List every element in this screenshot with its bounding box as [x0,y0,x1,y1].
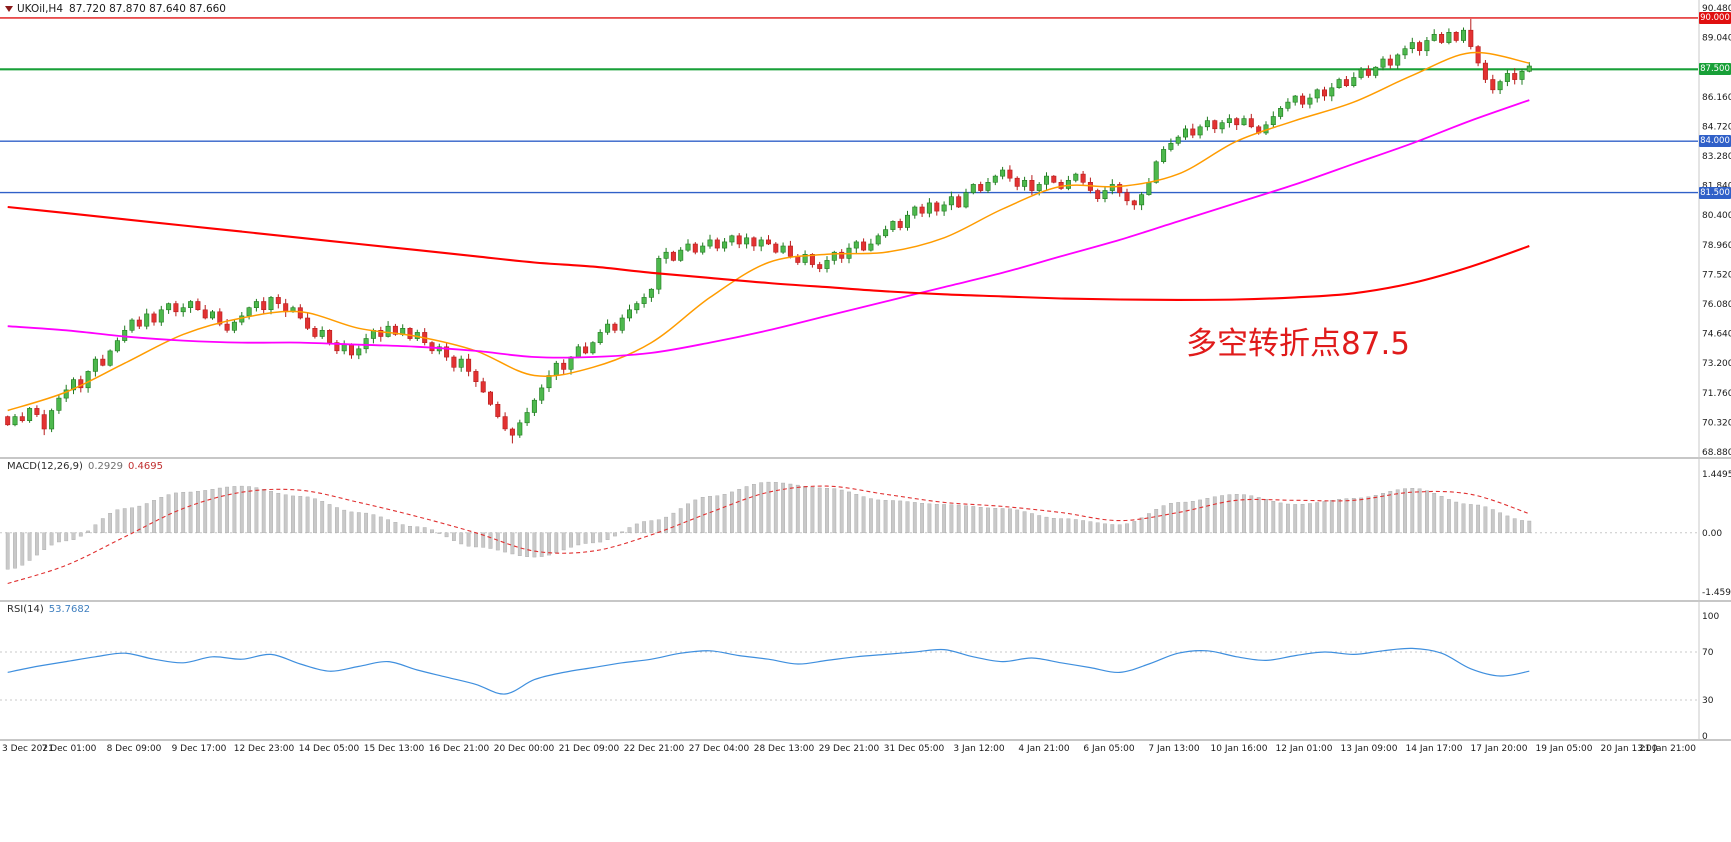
time-tick-label: 22 Dec 21:00 [624,744,685,754]
time-tick-label: 8 Dec 09:00 [107,744,162,754]
time-tick-label: 19 Jan 05:00 [1536,744,1593,754]
macd-indicator-label: MACD(12,26,9) 0.2929 0.4695 [7,461,163,472]
time-axis[interactable] [0,740,1731,758]
price-tick-label: 80.400 [1702,211,1731,221]
ma-medium-line[interactable] [7,99,1530,359]
macd-tick-label: -1.4594 [1702,588,1731,598]
macd-signal-line [7,485,1530,585]
price-line-badge: 87.500 [1699,63,1731,75]
legend-symbol: UKOil,H4 [17,3,64,15]
price-tick-label: 73.200 [1702,359,1731,369]
rsi-tick-label: 0 [1702,732,1708,742]
time-tick-label: 14 Dec 05:00 [299,744,360,754]
ma-slow-line[interactable] [7,205,1530,301]
price-tick-label: 70.320 [1702,418,1731,428]
rsi-tick-label: 100 [1702,612,1719,622]
time-tick-label: 28 Dec 13:00 [754,744,815,754]
price-tick-label: 78.960 [1702,241,1731,251]
price-line-badge: 81.500 [1699,187,1731,199]
time-tick-label: 3 Dec 2021 [2,744,54,754]
time-tick-label: 4 Jan 21:00 [1018,744,1070,754]
time-tick-label: 3 Jan 12:00 [953,744,1005,754]
time-tick-label: 13 Jan 09:00 [1341,744,1398,754]
time-tick-label: 27 Dec 04:00 [689,744,750,754]
macd-label: MACD(12,26,9) [7,461,83,472]
time-tick-label: 16 Dec 21:00 [429,744,490,754]
time-tick-label: 20 Dec 00:00 [494,744,555,754]
price-tick-label: 89.040 [1702,34,1731,44]
symbol-marker-icon [5,6,13,12]
rsi-label: RSI(14) [7,604,44,615]
price-tick-label: 76.080 [1702,300,1731,310]
price-tick-label: 71.760 [1702,389,1731,399]
time-tick-label: 14 Jan 17:00 [1406,744,1463,754]
time-tick-label: 7 Jan 13:00 [1148,744,1200,754]
price-tick-label: 81.840 [1702,182,1731,192]
horizontal-level-lines[interactable] [0,17,1698,194]
price-tick-label: 77.520 [1702,270,1731,280]
time-tick-label: 9 Dec 17:00 [172,744,227,754]
macd-tick-label: 1.4495 [1702,470,1731,480]
rsi-tick-label: 30 [1702,696,1714,706]
price-line-badge: 90.000 [1699,12,1731,24]
time-tick-label: 17 Jan 20:00 [1471,744,1528,754]
price-tick-label: 84.720 [1702,122,1731,132]
macd-value-main: 0.2929 [87,461,123,472]
macd-histogram [5,481,1532,570]
price-tick-label: 83.280 [1702,152,1731,162]
price-tick-label: 86.160 [1702,93,1731,103]
time-tick-label: 12 Jan 01:00 [1276,744,1333,754]
ma-fast-line[interactable] [7,51,1530,412]
time-tick-label: 21 Dec 09:00 [559,744,620,754]
time-tick-label: 12 Dec 23:00 [234,744,295,754]
candlesticks [5,18,1532,444]
price-tick-label: 68.880 [1702,448,1731,458]
price-tick-label: 74.640 [1702,330,1731,340]
legend-ohlc: 87.720 87.870 87.640 87.660 [69,3,226,15]
time-tick-label: 10 Jan 16:00 [1211,744,1268,754]
annotation-text: 多空转折点87.5 [1186,326,1411,362]
time-tick-label: 31 Dec 05:00 [884,744,945,754]
price-tick-label: 90.480 [1702,4,1731,14]
chart-legend: UKOil,H4 87.720 87.870 87.640 87.660 [5,3,226,15]
time-tick-label: 15 Dec 13:00 [364,744,425,754]
price-line-badge: 84.000 [1699,135,1731,147]
rsi-value: 53.7682 [48,604,91,615]
macd-value-signal: 0.4695 [127,461,163,472]
time-tick-label: 7 Dec 01:00 [42,744,97,754]
macd-tick-label: 0.00 [1702,529,1722,539]
time-tick-label: 20 Jan 13:00 [1601,744,1658,754]
rsi-line [7,647,1530,695]
rsi-indicator-label: RSI(14) 53.7682 [7,604,90,615]
time-tick-label: 6 Jan 05:00 [1083,744,1135,754]
time-tick-label: 21 Jan 21:00 [1639,744,1696,754]
price-axis[interactable] [1698,0,1731,740]
time-tick-label: 29 Dec 21:00 [819,744,880,754]
rsi-tick-label: 70 [1702,648,1714,658]
